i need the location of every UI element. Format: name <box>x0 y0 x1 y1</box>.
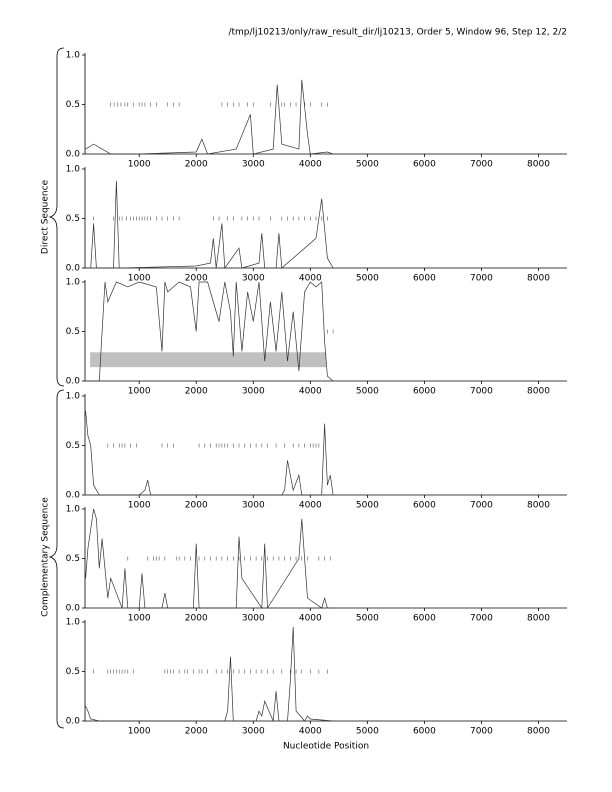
x-tick-label: 1000 <box>128 501 151 511</box>
x-tick-label: 4000 <box>299 274 322 284</box>
x-tick-label: 1000 <box>128 274 151 284</box>
x-tick-label: 7000 <box>470 614 493 624</box>
x-tick-label: 6000 <box>413 727 436 737</box>
x-tick-label: 5000 <box>356 501 379 511</box>
y-tick-label: 0.5 <box>66 667 80 677</box>
x-tick-label: 2000 <box>185 160 208 170</box>
x-tick-label: 5000 <box>356 727 379 737</box>
y-tick-label: 0.0 <box>66 264 81 274</box>
x-tick-label: 4000 <box>299 387 322 397</box>
x-tick-label: 7000 <box>470 160 493 170</box>
x-tick-label: 2000 <box>185 387 208 397</box>
y-tick-label: 0.0 <box>66 377 81 387</box>
y-tick-label: 1.0 <box>66 392 81 402</box>
y-tick-label: 0.5 <box>66 100 80 110</box>
y-tick-label: 0.0 <box>66 604 81 614</box>
x-tick-label: 3000 <box>242 614 265 624</box>
x-tick-label: 2000 <box>185 274 208 284</box>
x-tick-label: 7000 <box>470 387 493 397</box>
x-tick-label: 5000 <box>356 614 379 624</box>
y-tick-label: 0.0 <box>66 150 81 160</box>
x-tick-label: 6000 <box>413 387 436 397</box>
data-line <box>85 281 334 382</box>
brace <box>48 389 65 729</box>
x-tick-label: 4000 <box>299 160 322 170</box>
x-tick-label: 3000 <box>242 387 265 397</box>
header: /tmp/lj10213/only/raw_result_dir/lj10213… <box>228 28 567 38</box>
x-tick-label: 1000 <box>128 160 151 170</box>
y-tick-label: 0.5 <box>66 327 80 337</box>
x-tick-label: 7000 <box>470 274 493 284</box>
y-tick-label: 0.5 <box>66 441 80 451</box>
x-tick-label: 1000 <box>128 727 151 737</box>
x-tick-label: 3000 <box>242 727 265 737</box>
x-tick-label: 5000 <box>356 387 379 397</box>
x-tick-label: 5000 <box>356 160 379 170</box>
x-tick-label: 7000 <box>470 501 493 511</box>
y-tick-label: 0.5 <box>66 554 80 564</box>
y-tick-label: 0.0 <box>66 491 81 501</box>
y-tick-label: 1.0 <box>66 618 81 628</box>
x-tick-label: 6000 <box>413 614 436 624</box>
data-line <box>85 410 334 496</box>
y-tick-label: 0.5 <box>66 214 80 224</box>
x-tick-label: 3000 <box>242 274 265 284</box>
x-tick-label: 2000 <box>185 501 208 511</box>
group-label: Direct Sequence <box>41 179 51 254</box>
x-tick-label: 4000 <box>299 727 322 737</box>
y-tick-label: 1.0 <box>66 51 81 61</box>
x-tick-label: 5000 <box>356 274 379 284</box>
x-tick-label: 8000 <box>527 160 550 170</box>
x-tick-label: 4000 <box>299 614 322 624</box>
x-tick-label: 3000 <box>242 160 265 170</box>
x-tick-label: 2000 <box>185 614 208 624</box>
x-tick-label: 6000 <box>413 274 436 284</box>
brace <box>48 47 65 387</box>
y-tick-label: 1.0 <box>66 278 81 288</box>
x-tick-label: 8000 <box>527 727 550 737</box>
group-label: Complementary Sequence <box>41 497 51 617</box>
data-line <box>85 79 334 155</box>
y-tick-label: 0.0 <box>66 717 81 727</box>
x-tick-label: 6000 <box>413 501 436 511</box>
x-tick-label: 8000 <box>527 274 550 284</box>
x-tick-label: 1000 <box>128 387 151 397</box>
y-tick-label: 1.0 <box>66 505 81 515</box>
data-line <box>85 508 334 610</box>
data-line <box>85 180 334 269</box>
x-tick-label: 4000 <box>299 501 322 511</box>
x-axis-label: Nucleotide Position <box>283 742 369 752</box>
x-tick-label: 1000 <box>128 614 151 624</box>
x-tick-label: 2000 <box>185 727 208 737</box>
x-tick-label: 8000 <box>527 614 550 624</box>
y-tick-label: 1.0 <box>66 165 81 175</box>
x-tick-label: 6000 <box>413 160 436 170</box>
data-line <box>85 626 334 722</box>
x-tick-label: 3000 <box>242 501 265 511</box>
x-tick-label: 8000 <box>527 501 550 511</box>
x-tick-label: 8000 <box>527 387 550 397</box>
x-tick-label: 7000 <box>470 727 493 737</box>
region <box>90 352 327 368</box>
